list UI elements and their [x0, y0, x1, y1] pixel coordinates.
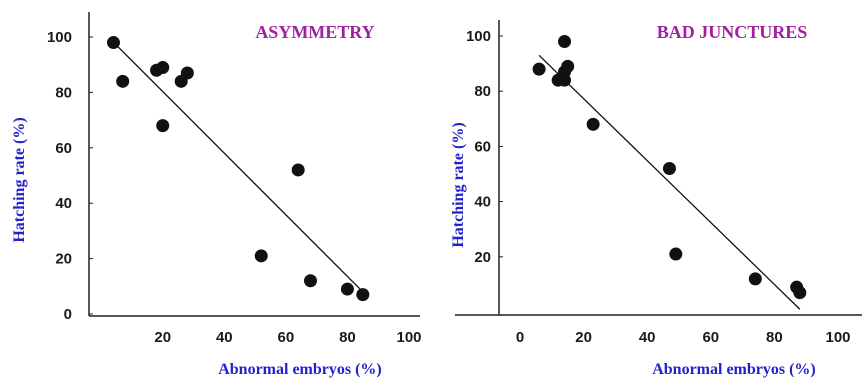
- data-point: [303, 274, 317, 288]
- data-point: [748, 272, 762, 286]
- chart-asymmetry: 0 20 40 60 80 100 20 40 60 80 100 ASYMMETRY Abnor…: [11, 12, 422, 378]
- y-axis-label: Hatching rate (%): [450, 122, 467, 247]
- data-points: [106, 36, 370, 302]
- chart-title: ASYMMETRY: [255, 22, 374, 42]
- x-tick-label: 20: [575, 329, 592, 346]
- data-point: [793, 286, 807, 300]
- data-point: [156, 119, 170, 133]
- y-tick-label: 100: [47, 29, 72, 46]
- x-tick-label: 100: [825, 329, 850, 346]
- y-tick-labels: 0 20 40 60 80 100: [47, 29, 93, 323]
- data-point: [561, 59, 575, 73]
- x-axis-label: Abnormal embryos (%): [218, 361, 382, 378]
- chart-bad-junctures: 20 40 60 80 100 0 20 40 60 80 100 BAD JUNCTURES A…: [450, 20, 862, 378]
- data-point: [156, 60, 170, 74]
- y-tick-label: 60: [55, 140, 72, 157]
- y-tick-label: 0: [64, 306, 72, 323]
- y-tick-label: 40: [55, 195, 72, 212]
- data-point: [340, 282, 354, 296]
- data-point: [180, 66, 194, 80]
- regression-line: [116, 44, 364, 293]
- x-tick-label: 20: [154, 329, 171, 346]
- data-point: [116, 74, 130, 88]
- y-tick-labels: 20 40 60 80 100: [466, 28, 503, 266]
- x-tick-labels: 20 40 60 80 100: [154, 329, 421, 346]
- y-tick-label: 20: [474, 249, 491, 266]
- y-tick-label: 40: [474, 194, 491, 211]
- data-point: [291, 163, 305, 177]
- x-tick-label: 40: [639, 329, 656, 346]
- y-tick-label: 20: [55, 251, 72, 268]
- x-tick-labels: 0 20 40 60 80 100: [516, 329, 851, 346]
- data-point: [662, 161, 676, 175]
- y-tick-label: 80: [55, 84, 72, 101]
- data-point: [558, 35, 572, 49]
- regression-line: [538, 54, 801, 310]
- data-points: [532, 35, 807, 300]
- x-tick-label: 60: [702, 329, 719, 346]
- data-point: [254, 249, 268, 263]
- y-tick-label: 100: [466, 28, 491, 45]
- x-tick-label: 0: [516, 329, 524, 346]
- data-point: [586, 117, 600, 131]
- data-point: [356, 288, 370, 302]
- x-tick-label: 60: [278, 329, 295, 346]
- x-tick-label: 100: [396, 329, 421, 346]
- x-axis-label: Abnormal embryos (%): [652, 361, 816, 378]
- x-tick-label: 80: [339, 329, 356, 346]
- y-tick-label: 80: [474, 83, 491, 100]
- x-tick-label: 40: [216, 329, 233, 346]
- data-point: [532, 62, 546, 76]
- data-point: [669, 247, 683, 261]
- chart-title: BAD JUNCTURES: [657, 22, 808, 42]
- y-axis-label: Hatching rate (%): [11, 117, 28, 242]
- y-tick-label: 60: [474, 138, 491, 155]
- data-point: [106, 36, 120, 50]
- x-tick-label: 80: [766, 329, 783, 346]
